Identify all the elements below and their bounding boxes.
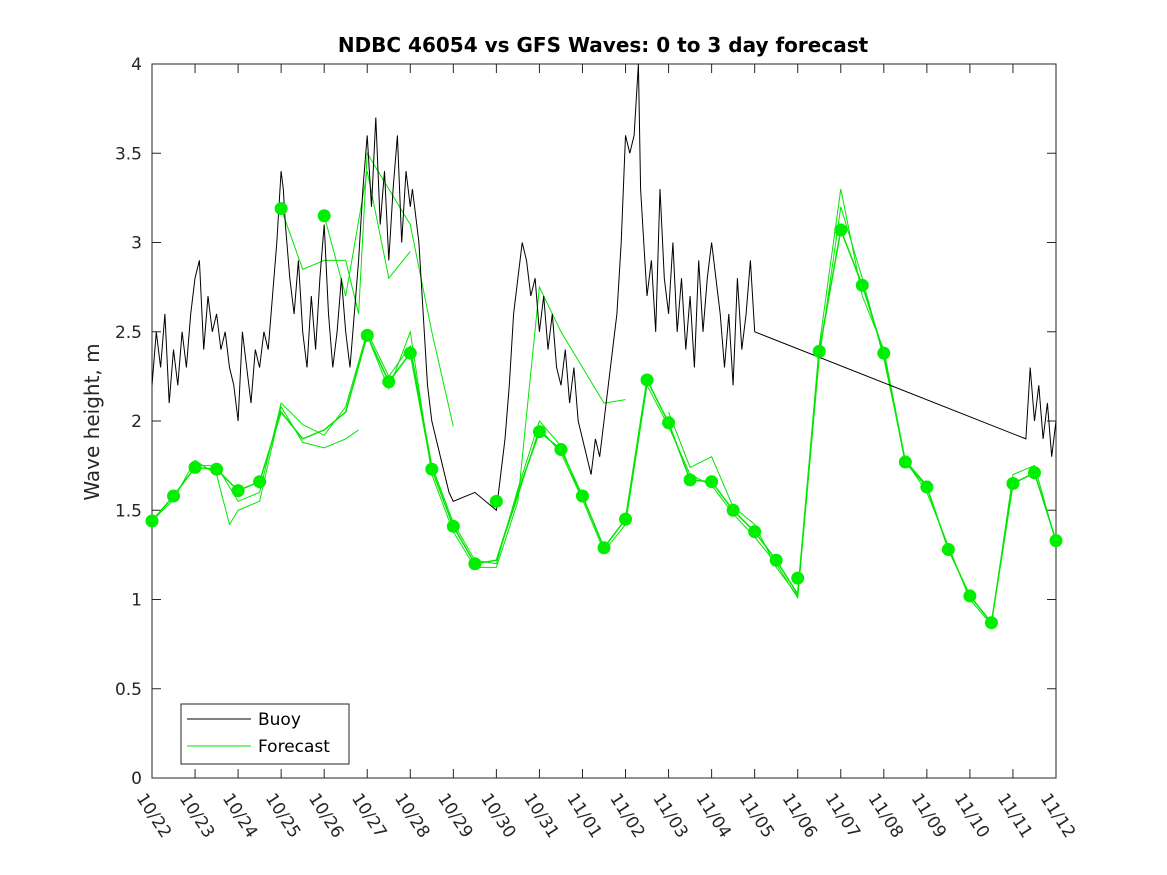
x-tick-label: 11/07 [821,790,864,842]
forecast-run-line [366,285,626,568]
x-tick-label: 10/26 [304,790,347,842]
forecast-marker [554,443,568,457]
forecast-marker [855,278,869,292]
forecast-marker [575,489,589,503]
forecast-marker [1006,476,1020,490]
forecast-marker [403,346,417,360]
forecast-marker [640,373,654,387]
x-tick-label: 10/23 [175,790,218,842]
x-tick-label: 11/02 [605,790,648,842]
x-tick-label: 11/06 [778,790,821,842]
forecast-marker [253,475,267,489]
forecast-marker [360,328,374,342]
forecast-marker [834,223,848,237]
x-tick-label: 10/22 [132,790,175,842]
forecast-marker [1027,466,1041,480]
x-tick-label: 10/25 [261,790,304,842]
forecast-marker [619,512,633,526]
forecast-marker [748,525,762,539]
forecast-marker [167,489,181,503]
legend-forecast-label: Forecast [258,737,330,757]
forecast-marker [662,416,676,430]
forecast-marker [274,202,288,216]
x-tick-label: 11/11 [993,790,1036,842]
x-tick-label: 10/28 [390,790,433,842]
y-tick-label: 2 [131,412,142,432]
forecast-marker [941,543,955,557]
chart-title: NDBC 46054 vs GFS Waves: 0 to 3 day fore… [338,33,869,57]
legend: Buoy Forecast [180,703,350,765]
y-tick-label: 1.5 [115,501,142,521]
forecast-marker [382,375,396,389]
forecast-marker [532,425,546,439]
x-tick-label: 11/04 [691,790,734,842]
forecast-marker [769,553,783,567]
x-tick-label: 10/31 [519,790,562,842]
forecast-marker [726,503,740,517]
forecast-run-line [323,171,411,297]
forecast-marker [898,455,912,469]
data-markers [145,202,1063,630]
x-tick-label: 10/30 [476,790,519,842]
forecast-marker [1049,534,1063,548]
forecast-marker [489,494,503,508]
x-tick-label: 10/27 [347,790,390,842]
x-tick-label: 10/24 [218,790,261,842]
y-tick-label: 3 [131,234,142,254]
legend-buoy-label: Buoy [258,710,301,730]
legend-box [180,703,350,765]
forecast-marker [317,209,331,223]
forecast-marker [145,514,159,528]
x-tick-label: 11/09 [907,790,950,842]
y-tick-label: 2.5 [115,323,142,343]
y-tick-label: 0 [131,769,142,789]
forecast-marker [683,473,697,487]
x-tick-label: 11/05 [734,790,777,842]
forecast-marker [188,460,202,474]
forecast-marker [812,344,826,358]
y-tick-label: 1 [131,591,142,611]
x-tick-label: 11/08 [864,790,907,842]
forecast-marker [231,484,245,498]
x-tick-label: 11/01 [562,790,605,842]
forecast-marker [425,462,439,476]
forecast-marker [468,557,482,571]
forecast-marker [446,519,460,533]
x-tick-label: 10/29 [433,790,476,842]
y-tick-label: 0.5 [115,680,142,700]
y-tick-label: 3.5 [115,144,142,164]
forecast-marker [791,571,805,585]
forecast-marker [963,589,977,603]
y-tick-label: 4 [131,55,142,75]
y-axis-label: Wave height, m [80,343,104,500]
x-tick-label: 11/03 [648,790,691,842]
forecast-marker [984,616,998,630]
x-tick-label: 11/10 [950,790,993,842]
forecast-marker [705,475,719,489]
forecast-marker [877,346,891,360]
forecast-marker [920,480,934,494]
buoy-series-line [151,63,1057,512]
forecast-marker [210,462,224,476]
x-tick-label: 11/12 [1036,790,1079,842]
forecast-marker [597,541,611,555]
